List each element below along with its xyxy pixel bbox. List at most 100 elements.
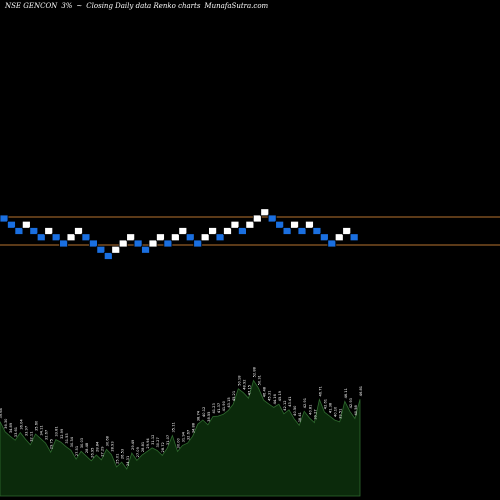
volume-label: 38.41	[298, 412, 302, 422]
brick-size-label: 3%	[61, 2, 73, 10]
volume-label: 43.15	[227, 397, 231, 407]
volume-label: 41.90	[222, 400, 226, 411]
brick-up	[74, 227, 83, 235]
brick-up	[178, 227, 188, 235]
brick-down	[51, 233, 61, 242]
brick-down	[59, 239, 68, 248]
symbol-pct-label: ~	[76, 2, 83, 10]
brick-down	[14, 227, 24, 235]
volume-label: 32.67	[187, 430, 191, 440]
brick-up	[21, 220, 31, 229]
volume-label: 39.64	[0, 407, 3, 418]
volume-label: 25.01	[116, 454, 120, 464]
volume-label: 39.51	[339, 409, 343, 419]
volume-label: 48.92	[242, 379, 246, 389]
volume-label: 36.30	[4, 418, 8, 429]
volume-label: 42.93	[349, 398, 353, 408]
volume-label: 30.68	[105, 435, 109, 446]
brick-down	[133, 239, 143, 248]
volume-label: 42.61	[324, 399, 328, 409]
brick-up	[290, 220, 299, 229]
brick-up	[305, 220, 314, 229]
volume-label: 34.88	[192, 422, 196, 433]
volume-label: 40.50	[293, 405, 297, 416]
volume-label: 26.53	[121, 449, 125, 459]
volume-label: 34.89	[9, 422, 13, 433]
brick-up	[200, 233, 210, 242]
brick-up	[208, 227, 218, 235]
volume-label: 27.51	[75, 446, 79, 456]
volume-label: 41.37	[217, 403, 221, 413]
volume-label: 31.53	[65, 433, 69, 443]
volume-label: 35.11	[171, 422, 175, 432]
volume-label: 39.27	[313, 409, 317, 419]
volume-area	[0, 379, 361, 497]
volume-label: 50.18	[237, 375, 241, 386]
volume-label: 33.81	[55, 426, 59, 436]
brick-up	[66, 233, 76, 242]
brick-down	[349, 233, 359, 242]
symbol-label: NSE GENCON	[5, 2, 58, 10]
volume-label: 33.61	[14, 427, 18, 437]
brick-down	[312, 227, 322, 235]
brick-up	[170, 233, 180, 242]
volume-label: 46.48	[263, 386, 267, 397]
volume-label: 28.81	[141, 442, 145, 452]
volume-label: 28.72	[161, 442, 165, 452]
volume-label: 33.97	[24, 426, 28, 436]
volume-label: 52.88	[252, 366, 256, 377]
volume-label: 31.94	[181, 431, 185, 442]
volume-label: 31.07	[166, 435, 170, 445]
brick-up	[44, 227, 54, 235]
volume-label: 41.23	[212, 403, 216, 413]
brick-up	[334, 233, 344, 242]
volume-label: 41.38	[329, 402, 333, 413]
volume-label: 43.41	[288, 396, 292, 406]
volume-label: 50.31	[258, 375, 262, 385]
brick-down	[319, 233, 329, 242]
volume-label: 27.09	[136, 446, 140, 457]
volume-label: 42.91	[303, 398, 307, 408]
renko-bricks	[0, 208, 359, 260]
volume-label: 38.55	[207, 412, 211, 422]
brick-down	[141, 245, 150, 254]
brick-up	[111, 245, 121, 254]
brick-down	[282, 227, 292, 235]
volume-label: 44.16	[273, 393, 277, 404]
brick-down	[215, 233, 225, 242]
brick-up	[342, 227, 352, 235]
volume-label: 45.31	[268, 391, 272, 401]
volume-label: 28.84	[95, 441, 99, 452]
brick-up	[230, 220, 240, 229]
volume-label: 32.11	[29, 431, 33, 441]
reference-lines	[0, 216, 500, 246]
brick-down	[89, 239, 98, 248]
volume-label: 30.34	[70, 436, 74, 447]
volume-label: 47.15	[247, 385, 251, 395]
brick-down	[193, 239, 203, 248]
brick-down	[96, 245, 106, 254]
volume-label: 40.81	[308, 405, 312, 415]
volume-label: 42.12	[283, 400, 287, 410]
volume-label: 30.00	[176, 437, 180, 448]
brick-up	[126, 233, 136, 242]
brick-up	[245, 220, 255, 229]
volume-label: 28.48	[85, 442, 89, 453]
brick-down	[275, 220, 285, 229]
volume-label: 29.49	[131, 439, 135, 450]
brick-down	[36, 233, 46, 242]
volume-label: 32.67	[45, 430, 49, 440]
volume-label: 35.60	[35, 420, 39, 431]
brick-down	[185, 233, 195, 242]
volume-label: 45.21	[232, 391, 236, 401]
volume-label: 30.03	[80, 438, 84, 448]
volume-label: 29.75	[50, 439, 54, 449]
chart-kind-label: Closing Daily data Renko charts	[86, 2, 201, 10]
volume-label: 40.12	[202, 407, 206, 417]
volume-label: 40.58	[354, 404, 358, 415]
volume-label: 45.19	[278, 390, 282, 401]
brick-up	[118, 239, 128, 248]
volume-label: 30.27	[156, 437, 160, 447]
